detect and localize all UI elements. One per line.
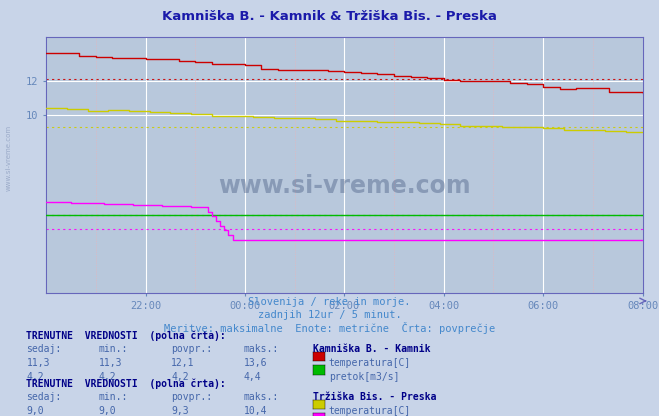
Text: Kamniška B. - Kamnik & Tržiška Bis. - Preska: Kamniška B. - Kamnik & Tržiška Bis. - Pr… [162,10,497,23]
Text: maks.:: maks.: [244,344,279,354]
Text: 11,3: 11,3 [26,358,50,368]
Text: povpr.:: povpr.: [171,344,212,354]
Text: min.:: min.: [99,392,129,402]
Text: sedaj:: sedaj: [26,344,61,354]
Text: pretok[m3/s]: pretok[m3/s] [329,372,399,382]
Text: Kamniška B. - Kamnik: Kamniška B. - Kamnik [313,344,430,354]
Text: 4,4: 4,4 [244,372,262,382]
Text: 4,2: 4,2 [99,372,117,382]
Text: TRENUTNE  VREDNOSTI  (polna črta):: TRENUTNE VREDNOSTI (polna črta): [26,379,226,389]
Text: www.si-vreme.com: www.si-vreme.com [218,174,471,198]
Text: min.:: min.: [99,344,129,354]
Text: 10,4: 10,4 [244,406,268,416]
Text: Tržiška Bis. - Preska: Tržiška Bis. - Preska [313,392,436,402]
Text: 9,0: 9,0 [99,406,117,416]
Text: zadnjih 12ur / 5 minut.: zadnjih 12ur / 5 minut. [258,310,401,320]
Text: maks.:: maks.: [244,392,279,402]
Text: Meritve: maksimalne  Enote: metrične  Črta: povprečje: Meritve: maksimalne Enote: metrične Črta… [164,322,495,334]
Text: 4,2: 4,2 [26,372,44,382]
Text: povpr.:: povpr.: [171,392,212,402]
Text: www.si-vreme.com: www.si-vreme.com [5,125,12,191]
Text: 12,1: 12,1 [171,358,195,368]
Text: TRENUTNE  VREDNOSTI  (polna črta):: TRENUTNE VREDNOSTI (polna črta): [26,331,226,341]
Text: Slovenija / reke in morje.: Slovenija / reke in morje. [248,297,411,307]
Text: 9,0: 9,0 [26,406,44,416]
Text: temperatura[C]: temperatura[C] [329,358,411,368]
Text: 4,2: 4,2 [171,372,189,382]
Text: 9,3: 9,3 [171,406,189,416]
Text: temperatura[C]: temperatura[C] [329,406,411,416]
Text: 11,3: 11,3 [99,358,123,368]
Text: sedaj:: sedaj: [26,392,61,402]
Text: 13,6: 13,6 [244,358,268,368]
